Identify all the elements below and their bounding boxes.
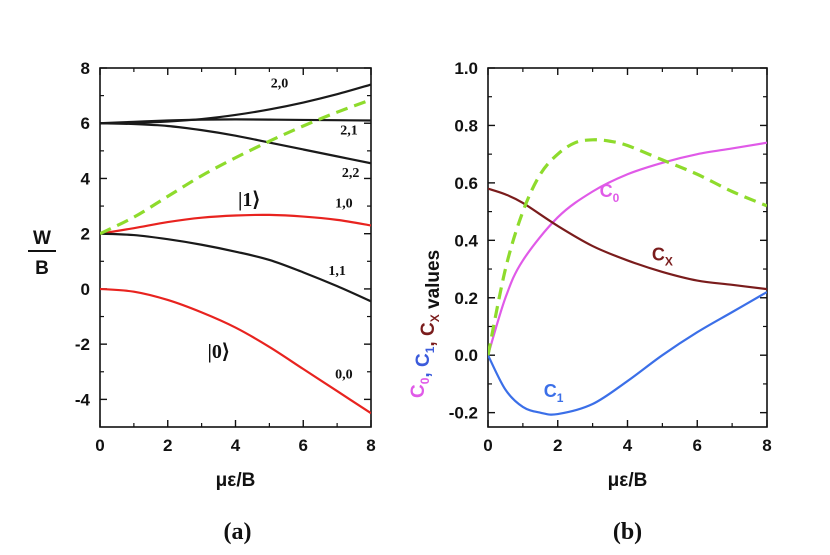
panel-b-plot-frame — [487, 67, 768, 428]
panel-b-series-c0 — [488, 141, 767, 356]
panel-b-y-tick-label: 0.0 — [454, 346, 478, 365]
panel-b-series-label: C1 — [544, 381, 564, 405]
panel-a-y-tick-label: -4 — [75, 390, 91, 409]
panel-a-series-2-0 — [100, 83, 371, 125]
panel-a-curve-label: 1,1 — [328, 264, 346, 279]
panel-a-ket-1-label: |1⟩ — [238, 189, 260, 211]
panel-a-curve-label: 2,0 — [271, 76, 289, 91]
panel-b-series-c1 — [488, 291, 767, 416]
panel-b-x-tick-label: 2 — [553, 436, 562, 455]
panel-a-x-tick-label: 4 — [231, 436, 241, 455]
panel-b-series-label: C0 — [600, 181, 620, 205]
panel-b-y-axis-label: C0, C1, CX values — [408, 250, 444, 398]
panel-a-curve-label: 1,0 — [335, 196, 353, 211]
panel-b-y-tick-label: 1.0 — [454, 59, 478, 78]
panel-a-curve-label: 2,1 — [340, 123, 358, 138]
panel-b-y-tick-label: 0.2 — [454, 289, 478, 308]
panel-a-series-0-0 — [100, 287, 371, 415]
panel-a-series-2-2 — [100, 122, 371, 165]
panel-b-y-tick-label: 0.4 — [454, 231, 478, 250]
panel-b-label: (b) — [613, 519, 642, 545]
panel-b-y-tick-label: 0.6 — [454, 174, 478, 193]
panel-a-chart: 0 2 4 6 8 8 6 4 2 0 -2 -4 2,0 2,1 2,2 1,0 1,1 0,0 |1⟩ |0⟩ με… — [28, 59, 376, 545]
panel-b-x-tick-label: 8 — [762, 436, 771, 455]
panel-a-x-tick-label: 6 — [299, 436, 308, 455]
panel-a-y-tick-label: 0 — [81, 280, 90, 299]
panel-b-x-tick-label: 0 — [483, 436, 492, 455]
panel-a-label: (a) — [224, 519, 252, 545]
panel-a-x-axis-label: με/B — [216, 470, 256, 491]
panel-b-x-tick-label: 6 — [693, 436, 702, 455]
panel-b-series-label: CX — [652, 244, 673, 268]
panel-a-ket-0-label: |0⟩ — [207, 341, 229, 363]
panel-a-series-1-1 — [100, 232, 371, 303]
panel-a-series-dashed — [100, 98, 371, 236]
panel-a-y-axis-label-numerator: W — [33, 228, 51, 249]
panel-a-y-tick-label: 6 — [81, 114, 90, 133]
panel-a-series-1-0 — [100, 213, 371, 235]
panel-a-y-tick-label: 2 — [81, 225, 90, 244]
panel-a-curve-label: 0,0 — [335, 368, 353, 383]
panel-a-x-tick-label: 0 — [95, 436, 104, 455]
panel-a-x-tick-label: 8 — [366, 436, 375, 455]
panel-b-y-tick-label: -0.2 — [449, 404, 478, 423]
panel-a-y-tick-label: 4 — [81, 169, 91, 188]
panel-a-y-tick-label: 8 — [81, 59, 90, 78]
panel-b-x-axis-label: με/B — [608, 470, 648, 491]
panel-a-y-tick-label: -2 — [75, 335, 90, 354]
panel-b-y-tick-label: 0.8 — [454, 116, 478, 135]
panel-a-y-axis-label-denominator: B — [35, 258, 49, 279]
panel-a-curve-label: 2,2 — [342, 166, 360, 181]
panel-b-x-tick-label: 4 — [623, 436, 633, 455]
panel-b-series-cx — [488, 187, 767, 291]
panel-a-x-tick-label: 2 — [163, 436, 172, 455]
panel-a-series-2-1 — [100, 118, 371, 125]
panel-b-chart: 0 2 4 6 8 1.0 0.8 0.6 0.4 0.2 0.0 -0.2 C0 C1 CX C0, C1,… — [408, 59, 772, 545]
panel-b-series-dashed — [488, 138, 767, 356]
